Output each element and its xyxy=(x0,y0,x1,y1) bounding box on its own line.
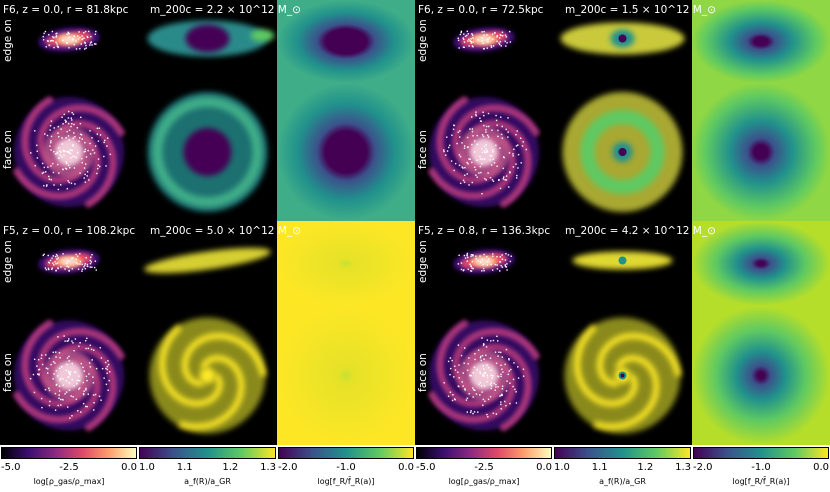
ratio-edge-panel-g3 xyxy=(138,221,277,306)
gas-face-panel-g4 xyxy=(415,306,553,445)
face-on-label: face on xyxy=(417,130,429,169)
ratio-face-panel-g2 xyxy=(553,83,692,221)
colorbar-gas2 xyxy=(416,447,552,459)
gas-edge-panel-g4 xyxy=(415,221,553,306)
ratio-edge-panel-g2 xyxy=(553,0,692,83)
gas-edge-panel-g2 xyxy=(415,0,553,83)
face-on-label: face on xyxy=(417,353,429,392)
fr-edge-panel-g4 xyxy=(692,221,830,306)
fr-face-panel-g4 xyxy=(692,306,830,445)
colorbar-fr xyxy=(278,447,414,459)
colorbar-label: log[ρ_gas/ρ_max] xyxy=(33,477,105,486)
colorbar-tick-label: 1.0 xyxy=(139,462,155,473)
ratio-edge-panel-g1 xyxy=(138,0,277,83)
colorbar-tick-label: -2.0 xyxy=(693,462,713,473)
halo-mass-label: m_200c = 4.2 × 10^12 M_⊙ xyxy=(565,225,716,237)
fr-edge-panel-g2 xyxy=(692,0,830,83)
ratio-face-panel-g1 xyxy=(138,83,277,221)
colorbar-tick-label: -5.0 xyxy=(1,462,21,473)
galaxy-header: F5, z = 0.8, r = 136.3kpc xyxy=(418,225,551,237)
colorbar-tick-label: 0.0 xyxy=(813,462,829,473)
ratio-face-panel-g3 xyxy=(138,306,277,445)
fr-face-panel-g1 xyxy=(277,83,415,221)
gas-face-panel-g3 xyxy=(0,306,138,445)
colorbar-tick-label: 1.2 xyxy=(222,462,239,473)
colorbar-tick-label: -2.5 xyxy=(59,462,79,473)
colorbar-label: log[f_R/f̄_R(a)] xyxy=(732,477,790,486)
galaxy-header: F6, z = 0.0, r = 72.5kpc xyxy=(418,4,544,16)
colorbar-tick-label: 1.1 xyxy=(591,462,608,473)
halo-mass-label: m_200c = 1.5 × 10^12 M_⊙ xyxy=(565,4,716,16)
gas-face-panel-g2 xyxy=(415,83,553,221)
colorbar-tick-label: 0.0 xyxy=(536,462,552,473)
galaxy-header: F6, z = 0.0, r = 81.8kpc xyxy=(3,4,129,16)
colorbar-tick-label: 1.1 xyxy=(176,462,193,473)
edge-on-label: edge on xyxy=(2,240,14,283)
colorbar-label: a_f(R)/a_GR xyxy=(184,477,231,486)
halo-mass-label: m_200c = 5.0 × 10^12 M_⊙ xyxy=(150,225,301,237)
colorbar-tick-label: -1.0 xyxy=(751,462,771,473)
gas-face-panel-g1 xyxy=(0,83,138,221)
colorbar-tick-label: -1.0 xyxy=(336,462,356,473)
colorbar-tick-label: 1.3 xyxy=(675,462,691,473)
colorbar-tick-label: 1.3 xyxy=(260,462,276,473)
colorbar-label: log[f_R/f̄_R(a)] xyxy=(317,477,375,486)
colorbar-tick-label: 1.2 xyxy=(637,462,654,473)
halo-mass-label: m_200c = 2.2 × 10^12 M_⊙ xyxy=(150,4,301,16)
colorbar-tick-label: -5.0 xyxy=(416,462,436,473)
gas-edge-panel-g1 xyxy=(0,0,138,83)
galaxy-header: F5, z = 0.0, r = 108.2kpc xyxy=(3,225,136,237)
face-on-label: face on xyxy=(2,130,14,169)
face-on-label: face on xyxy=(2,353,14,392)
edge-on-label: edge on xyxy=(2,19,14,62)
ratio-face-panel-g4 xyxy=(553,306,692,445)
colorbar-tick-label: -2.0 xyxy=(278,462,298,473)
edge-on-label: edge on xyxy=(417,240,429,283)
fr-edge-panel-g3 xyxy=(277,221,415,306)
colorbar-label: log[ρ_gas/ρ_max] xyxy=(448,477,520,486)
colorbar-tick-label: -2.5 xyxy=(474,462,494,473)
colorbar-tick-label: 1.0 xyxy=(554,462,570,473)
fr-edge-panel-g1 xyxy=(277,0,415,83)
colorbar-tick-label: 0.0 xyxy=(398,462,414,473)
figure-grid: F6, z = 0.0, r = 81.8kpc m_200c = 2.2 × 1… xyxy=(0,0,830,445)
colorbar-ratio xyxy=(139,447,276,459)
fr-face-panel-g2 xyxy=(692,83,830,221)
colorbar-ratio2 xyxy=(554,447,691,459)
colorbar-label: a_f(R)/a_GR xyxy=(599,477,646,486)
colorbar-tick-label: 0.0 xyxy=(121,462,137,473)
fr-face-panel-g3 xyxy=(277,306,415,445)
colorbar-gas xyxy=(1,447,137,459)
ratio-edge-panel-g4 xyxy=(553,221,692,306)
colorbar-fr2 xyxy=(693,447,829,459)
gas-edge-panel-g3 xyxy=(0,221,138,306)
edge-on-label: edge on xyxy=(417,19,429,62)
